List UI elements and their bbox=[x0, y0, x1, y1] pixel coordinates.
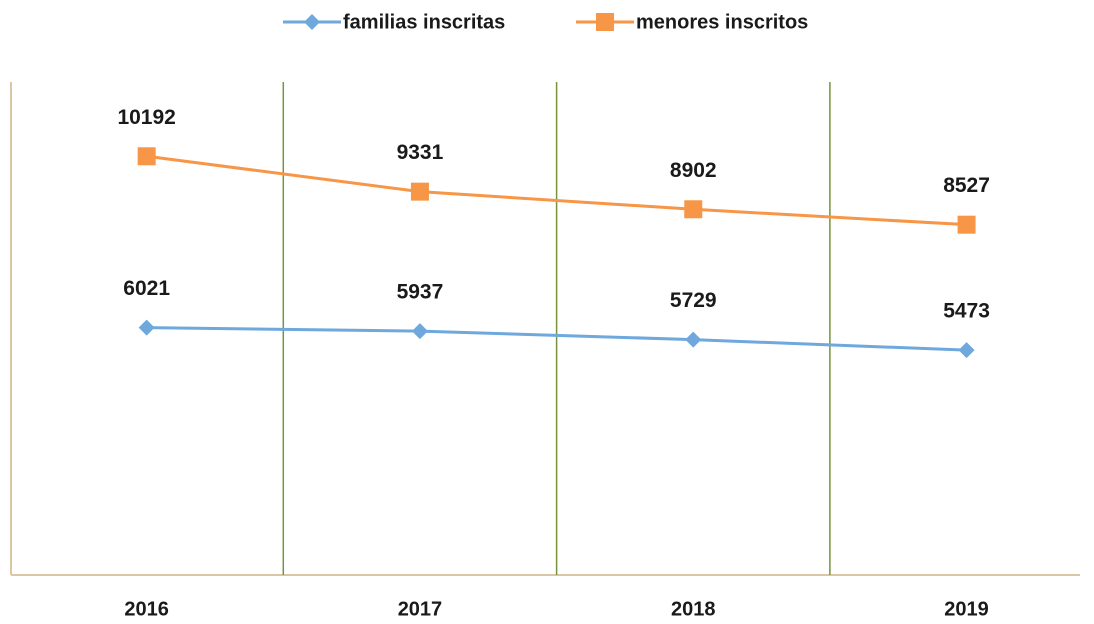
data-point bbox=[138, 319, 155, 336]
legend-label: menores inscritos bbox=[636, 11, 808, 33]
data-label: 5473 bbox=[943, 300, 990, 323]
data-point bbox=[958, 342, 975, 359]
data-point bbox=[137, 147, 156, 166]
data-point bbox=[410, 182, 429, 201]
legend-marker bbox=[596, 13, 614, 31]
legend-marker bbox=[304, 14, 320, 30]
x-tick-label: 2018 bbox=[671, 598, 716, 620]
series-line bbox=[146, 154, 967, 227]
data-point bbox=[411, 323, 428, 340]
x-tick-label: 2016 bbox=[124, 598, 169, 620]
data-label: 5729 bbox=[670, 289, 717, 312]
x-tick-label: 2017 bbox=[398, 598, 443, 620]
legend-label: familias inscritas bbox=[343, 11, 505, 33]
data-label: 10192 bbox=[117, 106, 175, 129]
x-tick-label: 2019 bbox=[944, 598, 989, 620]
data-label: 6021 bbox=[123, 277, 170, 300]
data-point bbox=[684, 200, 703, 219]
data-label: 8902 bbox=[670, 159, 717, 182]
series-line bbox=[146, 326, 967, 352]
data-point bbox=[957, 215, 976, 234]
data-label: 9331 bbox=[397, 141, 444, 164]
data-label: 8527 bbox=[943, 174, 990, 197]
data-label: 5937 bbox=[397, 281, 444, 304]
data-point bbox=[685, 331, 702, 348]
